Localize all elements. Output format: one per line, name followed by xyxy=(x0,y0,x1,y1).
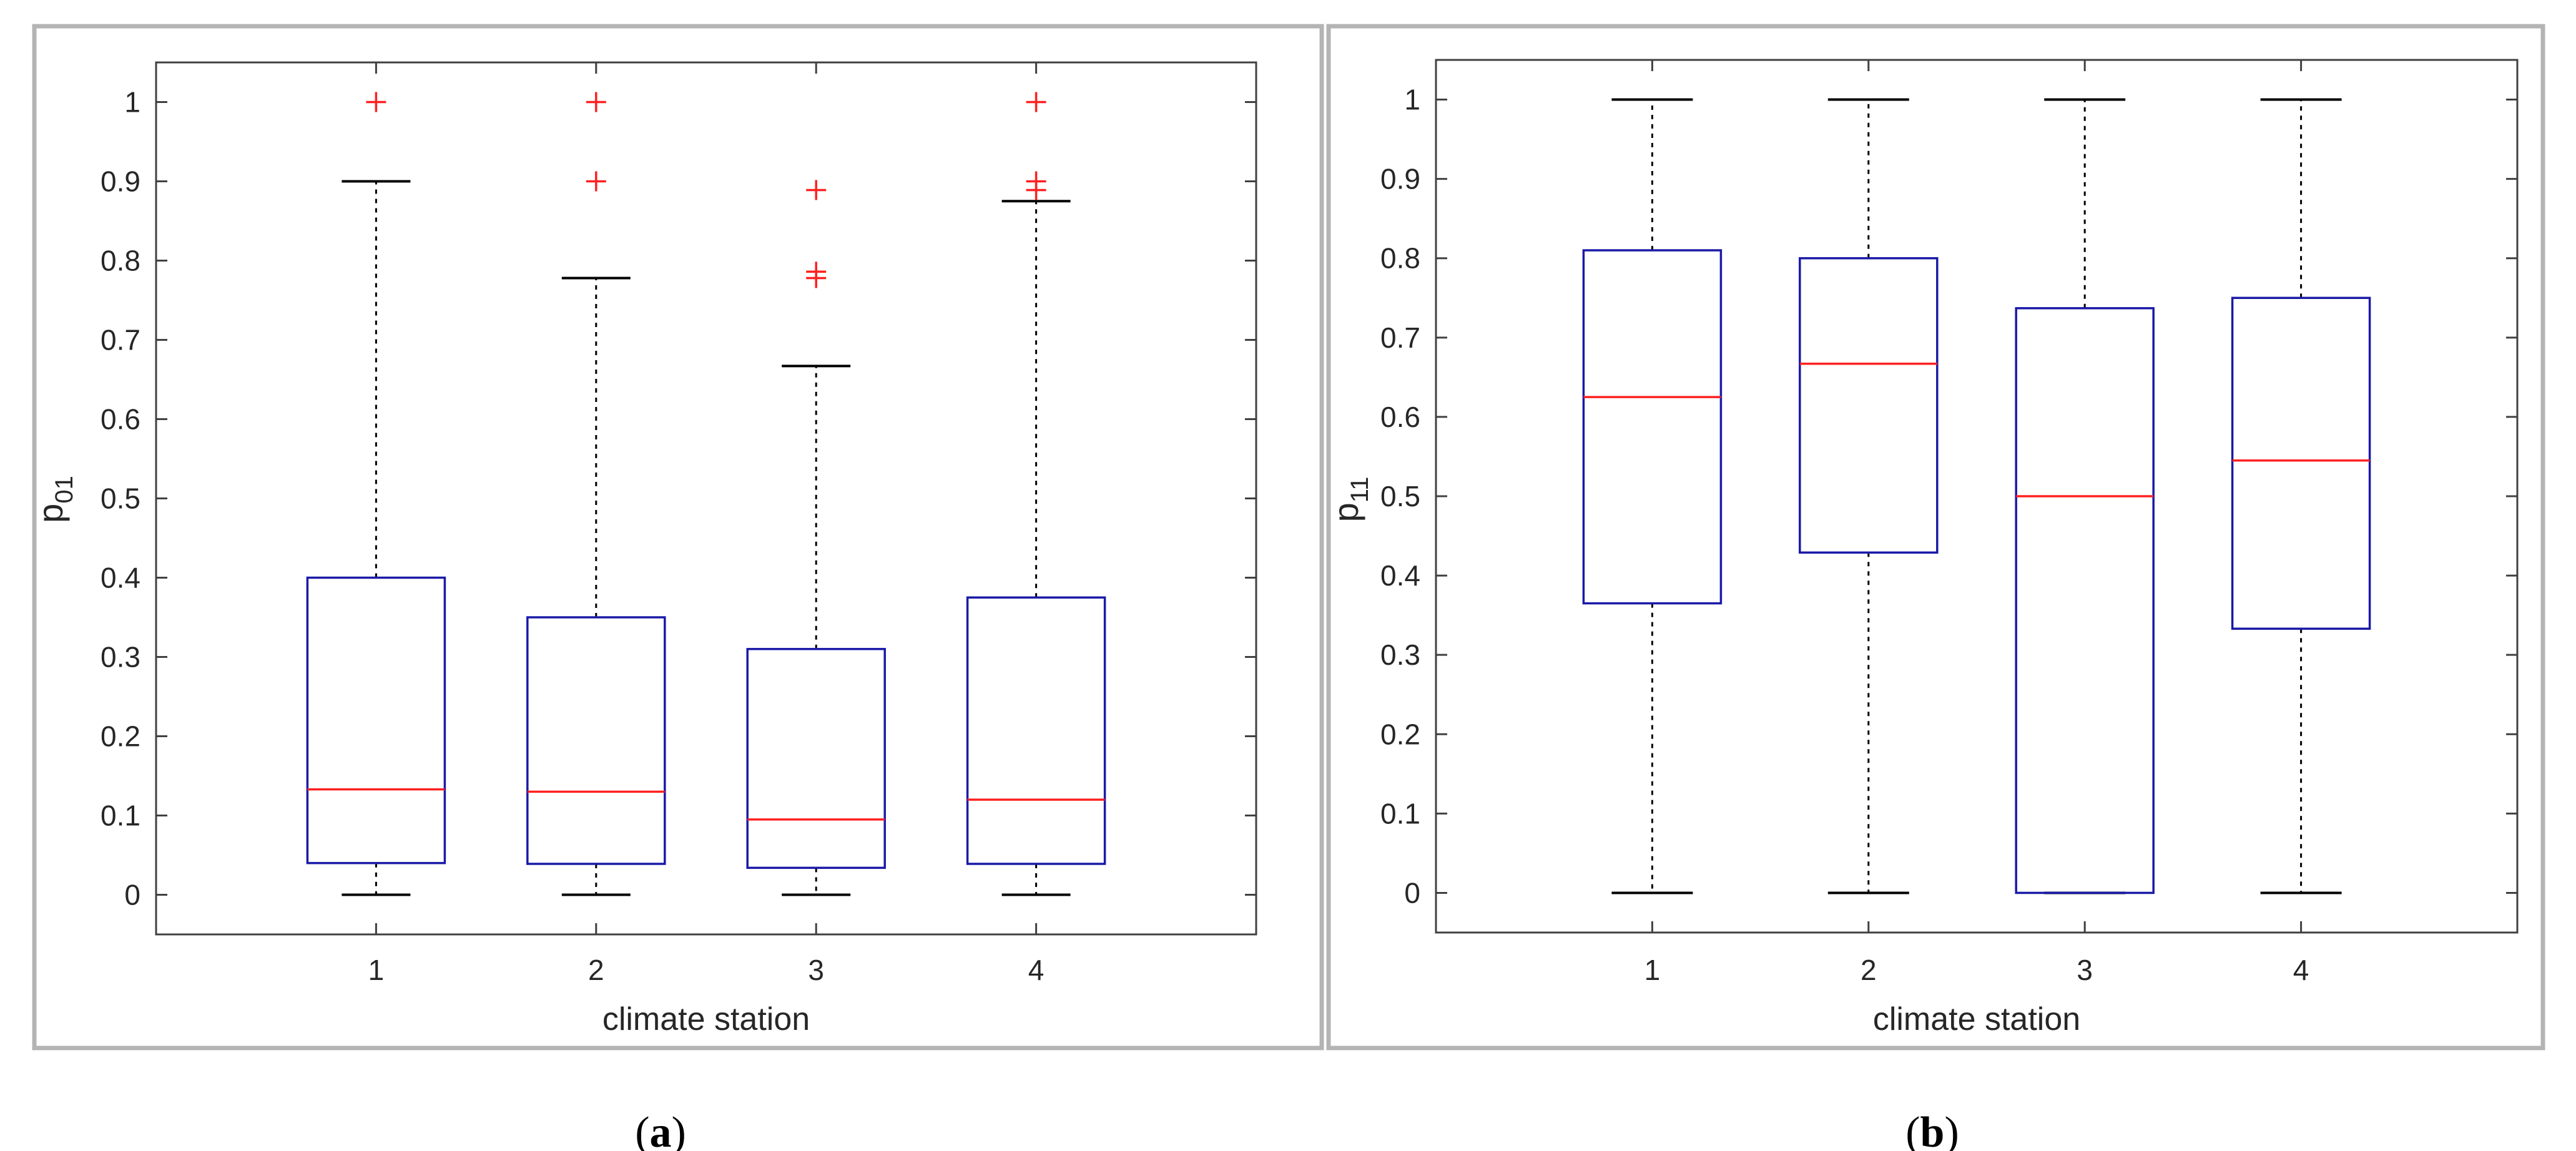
x-tick-label: 1 xyxy=(1644,954,1661,986)
box-group xyxy=(966,92,1106,896)
box xyxy=(306,576,446,864)
box xyxy=(2015,307,2155,894)
box-group xyxy=(1799,98,1939,894)
y-tick-label: 0.3 xyxy=(101,641,140,673)
panel-b: 00.10.20.30.40.50.60.70.80.911 2 3 4climate… xyxy=(1326,24,2545,1151)
chart-b: 00.10.20.30.40.50.60.70.80.911 2 3 4climate… xyxy=(1326,59,2519,1037)
y-tick-label: 1 xyxy=(124,86,140,119)
y-axis-label: p01 xyxy=(31,476,78,523)
box-group xyxy=(2015,98,2155,894)
y-tick-label: 0.7 xyxy=(101,324,140,356)
y-tick-label: 0.9 xyxy=(1380,163,1420,195)
y-tick-label: 0.8 xyxy=(101,245,140,277)
x-tick-label: 4 xyxy=(2293,954,2309,986)
y-tick-label: 0.6 xyxy=(1380,401,1420,433)
y-tick-label: 0.2 xyxy=(101,720,140,753)
box xyxy=(1582,249,1723,605)
y-tick-label: 0.8 xyxy=(1380,242,1420,275)
y-axis-label-base: p xyxy=(1326,502,1365,522)
outlier-marker xyxy=(586,171,606,192)
box xyxy=(2231,296,2371,630)
box xyxy=(526,616,666,865)
y-axis-label-subscript: 11 xyxy=(1346,477,1374,503)
x-tick-label: 3 xyxy=(808,954,824,986)
y-tick-label: 0.2 xyxy=(1380,718,1420,750)
outlier-marker xyxy=(366,92,386,112)
box-group xyxy=(526,92,666,896)
y-tick-label: 0.5 xyxy=(101,482,140,515)
y-tick-label: 0.7 xyxy=(1380,321,1420,354)
y-tick-label: 0 xyxy=(124,879,140,911)
outlier-marker xyxy=(806,262,827,282)
caption-b-letter: b xyxy=(1920,1109,1945,1151)
y-tick-label: 0.1 xyxy=(101,800,140,832)
caption-b-close: ) xyxy=(1944,1109,1959,1151)
caption-a-open: ( xyxy=(635,1109,649,1151)
box xyxy=(746,648,886,869)
panel-a: 0 0.1 0.2 0.3 0.4 0.5 0.6 0.7 0.8 0.9 1 1 2 3 4 climate… xyxy=(31,24,1324,1151)
outlier-marker xyxy=(1026,171,1046,192)
box-group xyxy=(1582,98,1723,894)
y-axis-label-base: p xyxy=(31,504,70,523)
chart-a: 0 0.1 0.2 0.3 0.4 0.5 0.6 0.7 0.8 0.9 1 1 2 3 4 climate… xyxy=(31,61,1257,1037)
x-tick-label: 2 xyxy=(1861,954,1877,986)
x-tick-label: 3 xyxy=(2077,954,2093,986)
caption-b: (b) xyxy=(1905,1109,1959,1151)
y-tick-label: 0.1 xyxy=(1380,797,1420,830)
panel-a-frame xyxy=(32,24,1324,1051)
box-group xyxy=(306,92,446,896)
outlier-marker xyxy=(586,92,606,112)
caption-b-open: ( xyxy=(1905,1109,1920,1151)
y-tick-label: 0.4 xyxy=(101,562,140,594)
panel-b-frame xyxy=(1326,24,2545,1051)
y-tick-label: 1 xyxy=(1404,84,1420,116)
y-tick-label: 0.3 xyxy=(1380,639,1420,671)
outlier-marker xyxy=(1026,92,1046,112)
x-tick-label: 1 xyxy=(368,954,385,986)
caption-a-close: ) xyxy=(672,1109,686,1151)
x-tick-label: 4 xyxy=(1028,954,1045,986)
box xyxy=(966,596,1106,865)
y-tick-label: 0.5 xyxy=(1380,480,1420,512)
caption-a: (a) xyxy=(635,1109,686,1151)
caption-a-letter: a xyxy=(650,1109,672,1151)
outlier-marker xyxy=(806,180,827,200)
box-group xyxy=(746,180,886,896)
y-tick-label: 0.4 xyxy=(1380,559,1420,592)
y-tick-label: 0.6 xyxy=(101,403,140,436)
box-group xyxy=(2231,98,2371,894)
y-axis-label: p11 xyxy=(1326,477,1374,522)
y-tick-label: 0 xyxy=(1404,876,1420,909)
x-tick-label: 2 xyxy=(588,954,604,986)
box xyxy=(1799,257,1939,554)
x-axis-label: climate station xyxy=(1873,1001,2080,1037)
y-tick-label: 0.9 xyxy=(101,165,140,198)
y-axis-label-subscript: 01 xyxy=(51,476,78,504)
x-axis-label: climate station xyxy=(602,1001,810,1037)
